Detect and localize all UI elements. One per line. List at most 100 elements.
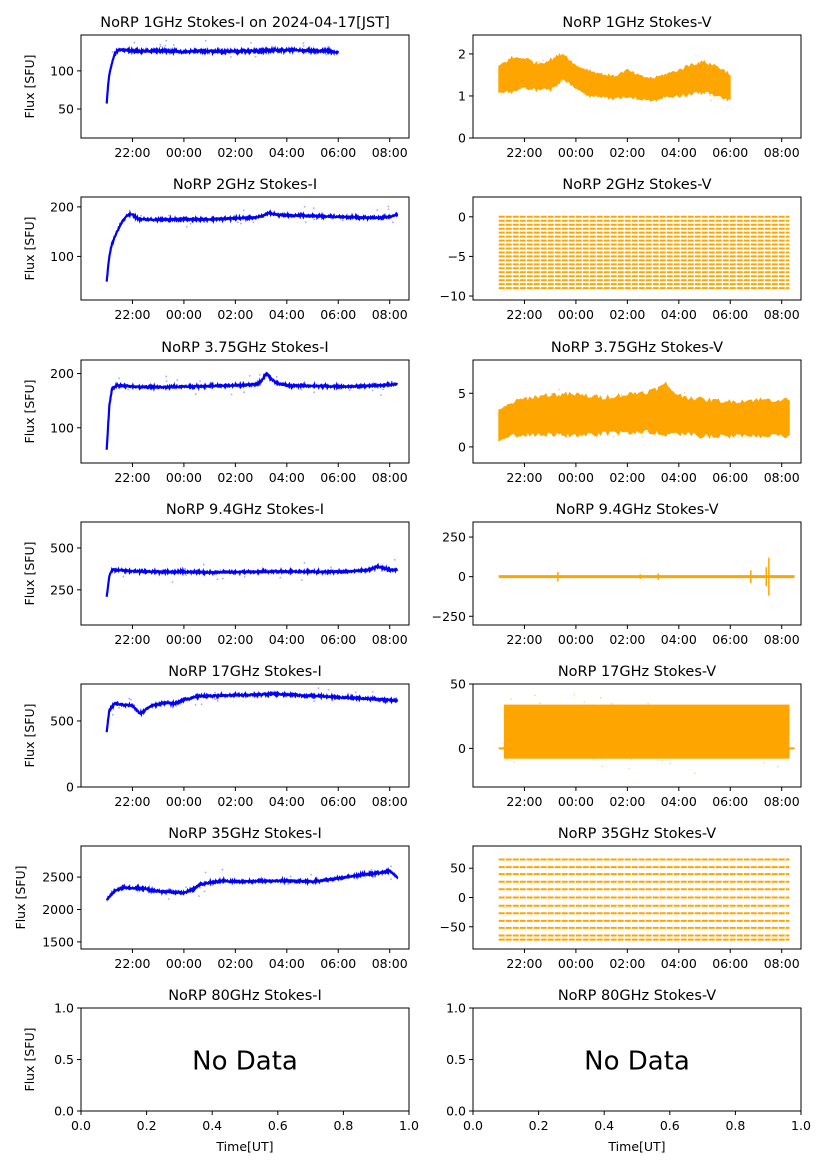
chart-title: NoRP 17GHz Stokes-I <box>168 664 322 680</box>
scatter-point <box>579 733 582 736</box>
outlier-point <box>222 577 224 580</box>
scatter-point <box>559 74 561 76</box>
scatter-point <box>679 715 681 718</box>
scatter-point <box>684 737 686 739</box>
chart-title: NoRP 3.75GHz Stokes-V <box>551 340 723 356</box>
scatter-point <box>607 85 609 88</box>
outlier-point <box>266 212 269 215</box>
outlier-point <box>243 576 246 578</box>
outlier-point <box>199 886 201 889</box>
series-line <box>105 45 340 104</box>
scatter-point <box>727 720 729 722</box>
outlier-point <box>393 875 396 878</box>
scatter-point <box>610 702 613 705</box>
y-tick-label: 2500 <box>42 870 74 885</box>
chart-panel-6: NoRP 9.4GHz Stokes-I Flux [SFU] 250 500 22:0… <box>22 502 410 647</box>
scatter-point <box>618 713 620 716</box>
scatter-point <box>616 86 619 88</box>
outlier-point <box>236 221 239 224</box>
x-tick-label: 06:00 <box>320 470 356 485</box>
chart-panel-0: NoRP 1GHz Stokes-I on 2024-04-17[JST] Flu… <box>22 15 410 160</box>
series-line-fine <box>106 564 398 597</box>
outlier-point <box>370 869 373 871</box>
scatter-point <box>732 432 735 435</box>
scatter-point <box>624 721 626 723</box>
x-tick-label: 04:00 <box>661 632 697 647</box>
scatter-point <box>703 743 705 746</box>
y-tick-label: 1.0 <box>54 1001 74 1016</box>
scatter-point <box>592 757 594 760</box>
scatter-point <box>567 422 570 425</box>
outlier-point <box>196 216 199 219</box>
x-tick-label: 06:00 <box>712 794 748 809</box>
chart-panel-10: NoRP 35GHz Stokes-I Flux [SFU] 1500 2000 250… <box>13 826 410 971</box>
y-tick-label: 2 <box>458 46 466 61</box>
scatter-point <box>582 84 585 86</box>
y-axis-label: Flux [SFU] <box>22 1028 37 1092</box>
outlier-point <box>191 887 194 889</box>
scatter-point <box>666 410 669 412</box>
outlier-point <box>184 567 187 570</box>
scatter-point <box>593 432 595 434</box>
scatter-point <box>668 730 670 733</box>
x-tick-label: 08:00 <box>372 470 408 485</box>
scatter-point <box>583 701 586 703</box>
scatter-point <box>573 66 576 68</box>
plot-frame <box>80 196 410 301</box>
outlier-point <box>234 878 236 881</box>
scatter-point <box>515 755 517 757</box>
scatter-point <box>783 730 786 733</box>
chart-title: NoRP 3.75GHz Stokes-I <box>161 340 328 356</box>
scatter-point <box>585 713 587 715</box>
scatter-point <box>572 741 574 744</box>
scatter-point <box>703 61 706 63</box>
scatter-point <box>717 415 720 417</box>
scatter-point <box>623 726 626 729</box>
outlier-point <box>168 214 170 217</box>
x-tick-label: 22:00 <box>506 145 542 160</box>
scatter-point <box>635 84 638 87</box>
outlier-point <box>305 51 307 54</box>
x-tick-label: 04:00 <box>269 794 305 809</box>
scatter-point <box>596 717 599 719</box>
outlier-point <box>106 900 108 902</box>
scatter-point <box>660 410 663 413</box>
scatter-point <box>667 724 669 727</box>
scatter-point <box>661 390 663 393</box>
scatter-point <box>600 743 602 745</box>
scatter-point <box>645 406 648 409</box>
y-tick-label: 0 <box>458 741 466 756</box>
scatter-point <box>745 723 747 726</box>
scatter-point <box>704 742 706 744</box>
scatter-point <box>601 732 603 734</box>
scatter-point <box>521 717 523 720</box>
scatter-point <box>693 80 695 83</box>
scatter-point <box>664 741 666 743</box>
scatter-point <box>719 74 722 77</box>
scatter-point <box>693 421 696 424</box>
scatter-point <box>647 411 649 414</box>
y-axis-label: Flux [SFU] <box>22 217 37 281</box>
scatter-point <box>592 743 594 746</box>
scatter-point <box>514 405 517 407</box>
scatter-point <box>622 81 625 83</box>
scatter-point <box>641 408 644 410</box>
scatter-point <box>536 750 539 753</box>
x-tick-label: 22:00 <box>506 307 542 322</box>
scatter-point <box>543 737 545 740</box>
x-tick-label: 04:00 <box>661 145 697 160</box>
scatter-point <box>749 735 751 737</box>
scatter-point <box>502 422 504 424</box>
scatter-point <box>745 409 747 412</box>
scatter-point <box>676 717 678 720</box>
scatter-point <box>717 83 720 85</box>
scatter-point <box>586 733 589 736</box>
plot-frame <box>472 683 802 788</box>
outlier-point <box>172 44 175 47</box>
outlier-point <box>322 696 325 699</box>
scatter-point <box>679 731 681 733</box>
scatter-point <box>616 721 618 724</box>
scatter-point <box>531 80 533 82</box>
scatter-point <box>643 744 645 747</box>
scatter-point <box>630 713 633 716</box>
